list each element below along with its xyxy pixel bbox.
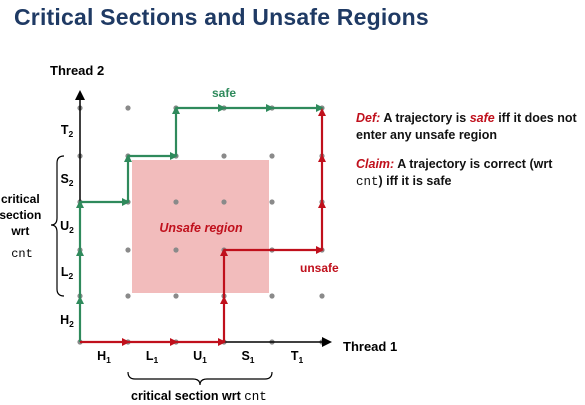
- x-tick-label: U1: [193, 349, 207, 365]
- grid-point: [221, 199, 227, 205]
- definitions-panel: Def: A trajectory is safe iff it does no…: [356, 110, 582, 203]
- x-tick-label: H1: [97, 349, 111, 365]
- unsafe-trajectory-label: unsafe: [300, 261, 339, 275]
- grid-point: [125, 247, 131, 253]
- definition-text: Def: A trajectory is safe iff it does no…: [356, 111, 577, 142]
- left-brace-line-3: wrt: [10, 224, 29, 238]
- unsafe-region-label: Unsafe region: [159, 221, 243, 235]
- left-brace-line-4: cnt: [11, 247, 33, 261]
- grid-point: [269, 293, 275, 299]
- y-tick-label: H2: [60, 313, 74, 329]
- safe-trajectory: [76, 104, 324, 342]
- unsafe-trajectory: [80, 108, 326, 346]
- y-tick-label: L2: [61, 265, 74, 281]
- left-brace-line-1: critical: [1, 192, 40, 206]
- x-axis-label: Thread 1: [343, 339, 397, 354]
- bottom-critical-section-brace: [127, 371, 273, 386]
- grid-point: [173, 199, 179, 205]
- grid-point: [173, 247, 179, 253]
- x-tick-label: S1: [241, 349, 254, 365]
- grid-point: [269, 199, 275, 205]
- grid-point: [319, 293, 325, 299]
- y-axis-label: Thread 2: [50, 63, 104, 78]
- bottom-brace-label: critical section wrt cnt: [131, 389, 267, 404]
- x-tick-label: L1: [146, 349, 159, 365]
- left-critical-section-brace: [50, 155, 65, 297]
- grid-point: [125, 293, 131, 299]
- y-tick-labels: H2 L2 U2 S2 T2: [60, 123, 74, 329]
- left-brace-label: critical section wrt cnt: [0, 192, 45, 261]
- grid-point: [221, 153, 227, 159]
- left-brace-line-2: section: [0, 208, 41, 222]
- claim-text: Claim: A trajectory is correct (wrt cnt)…: [356, 157, 553, 189]
- grid-point: [173, 293, 179, 299]
- y-tick-label: U2: [60, 219, 74, 235]
- grid-point: [125, 105, 131, 111]
- x-tick-label: T1: [291, 349, 304, 365]
- unsafe-region: [132, 160, 269, 293]
- y-tick-label: T2: [61, 123, 74, 139]
- grid-point: [269, 153, 275, 159]
- x-tick-labels: H1 L1 U1 S1 T1: [97, 349, 303, 365]
- y-tick-label: S2: [60, 172, 73, 188]
- page-title: Critical Sections and Unsafe Regions: [14, 4, 429, 30]
- safe-trajectory-label: safe: [212, 86, 236, 100]
